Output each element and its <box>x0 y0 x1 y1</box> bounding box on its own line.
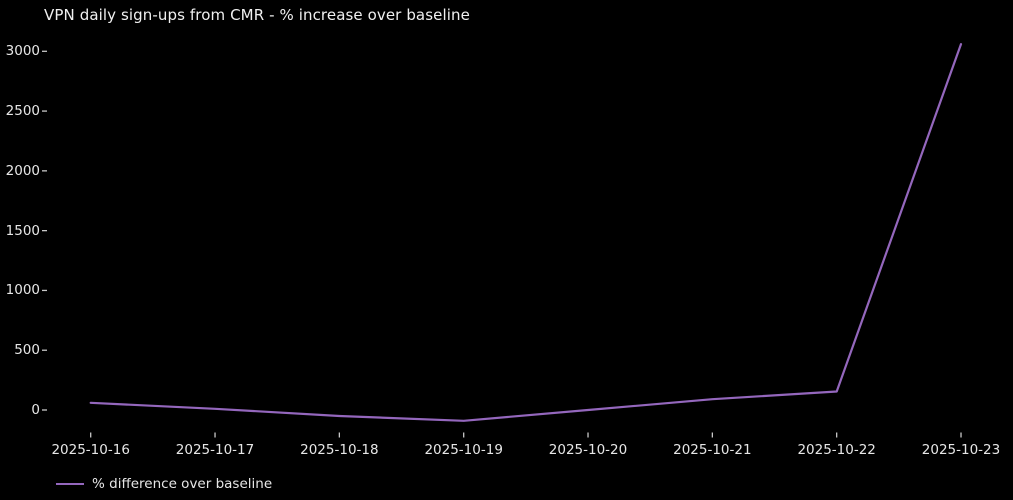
data-series-line <box>89 42 963 422</box>
legend-line-swatch <box>56 483 84 485</box>
x-tick-label: 2025-10-17 <box>175 442 255 458</box>
y-tick-label: 2000 <box>5 162 40 179</box>
x-tick-label: 2025-10-20 <box>548 442 628 458</box>
y-tick-label: 0 <box>31 402 40 418</box>
x-tick-label: 2025-10-23 <box>921 442 1001 458</box>
x-tick-label: 2025-10-16 <box>51 442 130 458</box>
legend-label: % difference over baseline <box>92 476 273 492</box>
y-tick-label: 1500 <box>5 222 40 239</box>
x-tick-label: 2025-10-19 <box>424 442 503 458</box>
y-tick-label: 2500 <box>5 103 40 120</box>
x-tick-label: 2025-10-21 <box>673 442 752 458</box>
x-tick-label: 2025-10-22 <box>797 442 876 458</box>
legend: % difference over baseline <box>56 475 272 493</box>
x-tick-label: 2025-10-18 <box>300 442 379 458</box>
chart-title: VPN daily sign-ups from CMR - % increase… <box>44 6 470 24</box>
y-tick-label: 1000 <box>5 282 40 299</box>
y-tick-label: 3000 <box>5 43 40 60</box>
y-tick-label: 500 <box>14 342 40 359</box>
